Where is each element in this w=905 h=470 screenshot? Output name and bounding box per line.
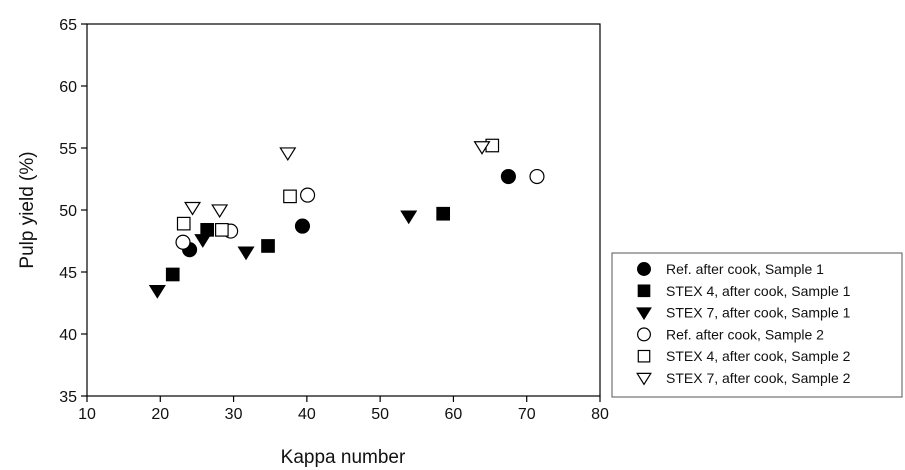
- data-point: [215, 223, 229, 237]
- legend-label: STEX 7, after cook, Sample 2: [666, 370, 851, 386]
- data-point: [283, 189, 297, 204]
- data-point: [436, 206, 451, 221]
- legend-box: [611, 252, 903, 398]
- y-tick-label: 60: [59, 79, 77, 96]
- data-point: [261, 239, 275, 253]
- data-points: [148, 138, 545, 299]
- data-point: [148, 284, 166, 299]
- x-tick-label: 40: [298, 406, 316, 423]
- x-tick-label: 60: [445, 406, 463, 423]
- data-point: [473, 141, 491, 155]
- data-point: [294, 218, 311, 234]
- legend-label: Ref. after cook, Sample 2: [666, 326, 824, 342]
- y-axis-ticks: 35 40 45 50 55 60 65: [59, 17, 87, 406]
- x-axis-ticks: 10 20 30 40 50 60 70 80: [78, 396, 609, 423]
- legend-label: STEX 7, after cook, Sample 1: [666, 305, 851, 321]
- x-tick-label: 10: [78, 406, 96, 423]
- data-point: [237, 246, 255, 261]
- y-tick-label: 40: [59, 327, 77, 344]
- data-point: [176, 216, 191, 231]
- legend-label: Ref. after cook, Sample 1: [666, 261, 824, 277]
- axes: [86, 23, 601, 397]
- data-point: [194, 234, 212, 248]
- y-axis-title: Pulp yield (%): [17, 151, 38, 268]
- legend-label: STEX 4, after cook, Sample 1: [666, 283, 851, 299]
- legend-marker: [636, 307, 652, 321]
- legend-marker: [636, 372, 652, 386]
- data-point: [184, 201, 202, 216]
- x-tick-label: 50: [371, 406, 389, 423]
- data-point: [165, 267, 180, 282]
- series-1: [182, 168, 516, 258]
- series-6: [184, 141, 491, 219]
- series-5: [176, 138, 500, 237]
- data-point: [175, 234, 191, 250]
- series-4: [175, 168, 545, 250]
- legend-marker: [637, 327, 651, 342]
- y-tick-label: 35: [59, 389, 77, 406]
- legend-marker: [637, 349, 651, 363]
- data-point: [529, 168, 545, 185]
- series-3: [148, 210, 418, 299]
- y-tick-label: 45: [59, 265, 77, 282]
- legend-label: STEX 4, after cook, Sample 2: [666, 348, 851, 364]
- x-axis-title: Kappa number: [281, 447, 406, 468]
- data-point: [300, 187, 316, 203]
- legend: Ref. after cook, Sample 1 STEX 4, after c…: [611, 252, 903, 398]
- series-2: [165, 206, 451, 282]
- legend-marker: [637, 262, 651, 276]
- plot-frame: [86, 23, 601, 397]
- data-point: [400, 210, 418, 225]
- y-tick-label: 55: [59, 141, 77, 158]
- data-point: [279, 147, 297, 162]
- x-tick-label: 20: [151, 406, 169, 423]
- y-tick-label: 50: [59, 203, 77, 220]
- data-point: [500, 168, 516, 185]
- data-point: [211, 204, 229, 219]
- legend-marker: [637, 284, 651, 298]
- x-tick-label: 80: [591, 406, 609, 423]
- x-tick-label: 30: [225, 406, 243, 423]
- x-tick-label: 70: [518, 406, 536, 423]
- y-tick-label: 65: [59, 17, 77, 34]
